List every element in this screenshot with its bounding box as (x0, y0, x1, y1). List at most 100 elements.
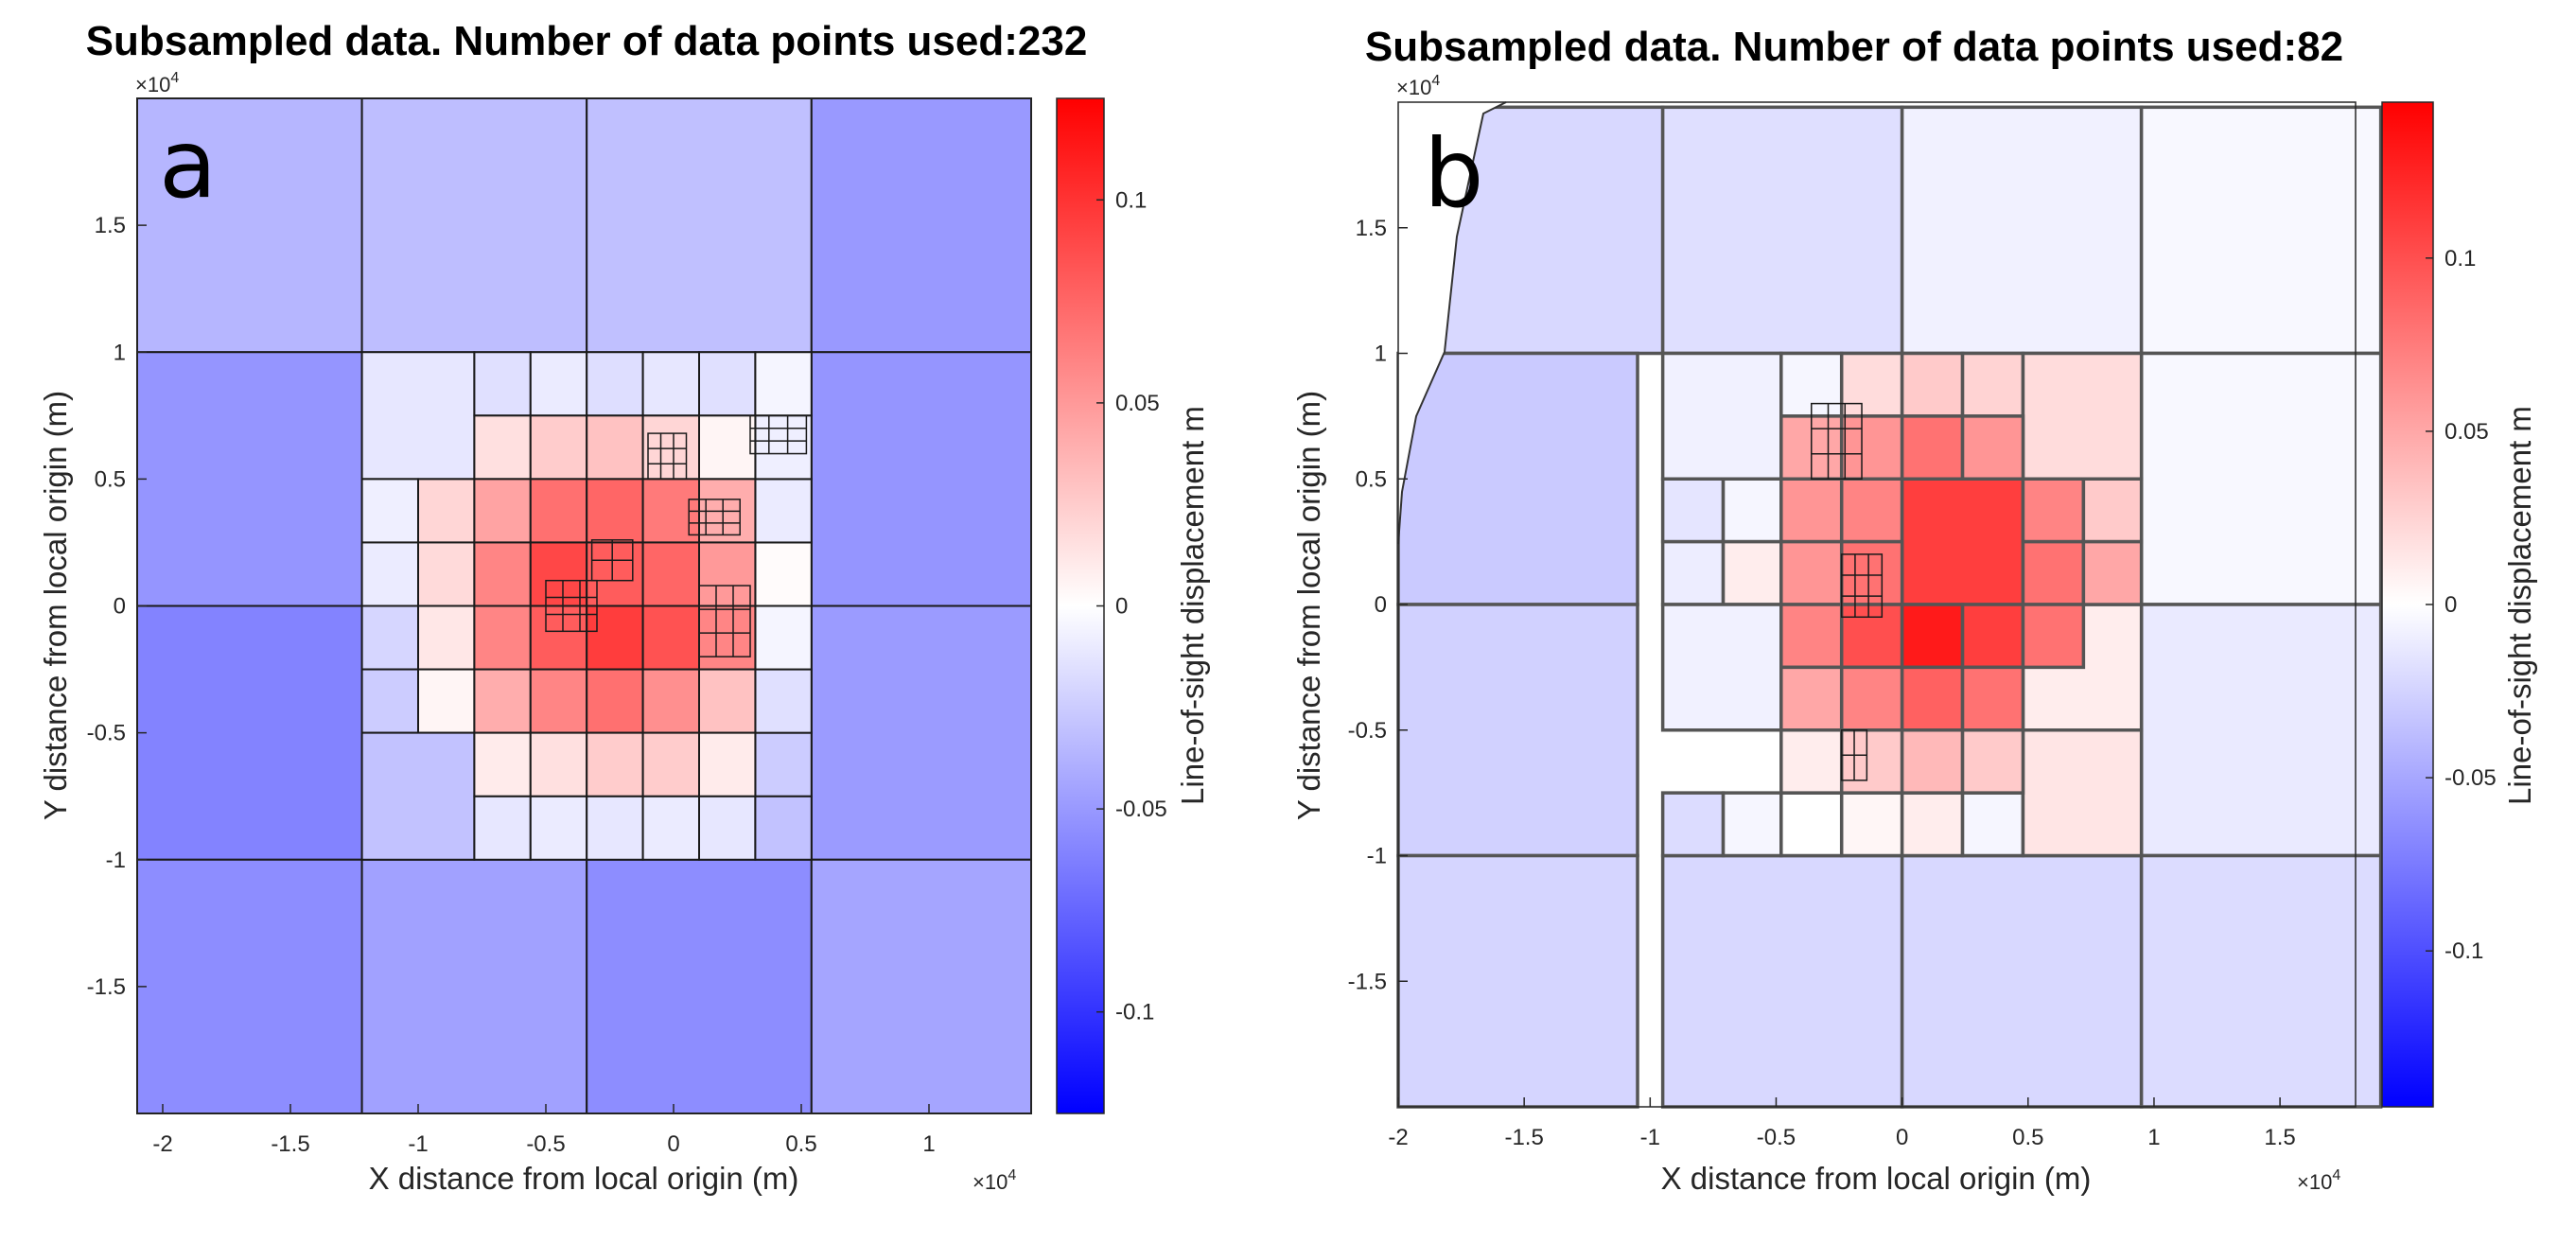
heatmap-cell (360, 351, 476, 481)
heatmap-cell (586, 604, 644, 671)
heatmap-cell (529, 414, 588, 481)
panel-b-fine-grid (1811, 402, 1884, 781)
heatmap-cell (473, 731, 532, 797)
panel-b-heatmap-cells (1396, 105, 2383, 1109)
heatmap-cell (1660, 351, 1783, 481)
heatmap-cell (2139, 351, 2383, 606)
heatmap-cell (2139, 603, 2383, 858)
colorbar-tick-label: -0.05 (2445, 765, 2497, 791)
heatmap-cell (641, 351, 700, 417)
x-tick-label: -0.5 (526, 1131, 565, 1157)
heatmap-cell (698, 795, 757, 861)
panel-b-x-label: X distance from local origin (m) (1661, 1161, 2092, 1196)
y-tick-label: -1 (106, 848, 126, 873)
heatmap-cell (1839, 728, 1904, 795)
heatmap-cell (529, 351, 588, 417)
panel-b-x-ticks: -2 -1.5 -1 -0.5 0 0.5 1 1.5 (1388, 1097, 2296, 1150)
heatmap-cell (586, 795, 644, 861)
panel-a-letter: a (159, 109, 217, 219)
heatmap-cell (1960, 665, 2025, 732)
y-tick-label: -1.5 (87, 974, 126, 1000)
colorbar-tick-label: -0.1 (2445, 938, 2483, 964)
heatmap-cell (136, 604, 363, 861)
heatmap-cell (1839, 603, 1904, 670)
fine-grid-box (688, 499, 741, 536)
x-tick-label: -2 (152, 1131, 172, 1157)
panel-b: Subsampled data. Number of data points u… (1291, 24, 2537, 1196)
heatmap-cell (417, 604, 476, 671)
heatmap-cell (2081, 477, 2144, 544)
panel-b-letter: b (1424, 118, 1483, 229)
fine-grid-box (749, 414, 808, 455)
heatmap-cell (698, 351, 757, 417)
y-tick-label: -1.5 (1348, 969, 1387, 994)
heatmap-cell (1900, 414, 1965, 481)
heatmap-cell (1839, 414, 1904, 481)
heatmap-cell (1721, 539, 1783, 606)
y-tick-label: -0.5 (87, 721, 126, 746)
heatmap-cell (1396, 853, 1639, 1109)
heatmap-cell (360, 858, 588, 1114)
heatmap-cell (2021, 728, 2144, 858)
heatmap-cell (1779, 665, 1844, 732)
x-tick-label: 1 (922, 1131, 935, 1157)
heatmap-cell (698, 668, 757, 734)
heatmap-cell (1721, 791, 1783, 858)
heatmap-cell (810, 858, 1032, 1114)
fine-grid-box (1840, 729, 1868, 781)
panel-b-edge-upper (1444, 101, 1507, 353)
heatmap-cell (1839, 539, 1904, 606)
heatmap-cell (2021, 603, 2086, 670)
heatmap-cell (529, 668, 588, 734)
heatmap-cell (586, 668, 644, 734)
y-tick-label: 1 (1375, 342, 1387, 367)
panel-a-title: Subsampled data. Number of data points u… (86, 18, 1088, 64)
heatmap-cell (2081, 539, 2144, 606)
heatmap-cell (473, 478, 532, 544)
colorbar-tick-label: -0.05 (1115, 797, 1167, 822)
heatmap-cell (1779, 477, 1844, 544)
y-tick-label: -0.5 (1348, 718, 1387, 744)
heatmap-cell (473, 351, 532, 417)
fine-grid-box (1811, 402, 1863, 481)
colorbar-tick-label: -0.1 (1115, 1000, 1154, 1025)
panel-a-colorbar-label: Line-of-sight displacement m (1175, 406, 1210, 805)
heatmap-cell (1660, 105, 1904, 356)
fine-grid-box (647, 432, 688, 481)
x-tick-label: -1 (408, 1131, 428, 1157)
heatmap-cell (754, 604, 813, 671)
heatmap-cell (1900, 853, 2144, 1109)
heatmap-cell (586, 541, 644, 607)
colorbar-tick-label: 0.1 (1115, 187, 1147, 213)
y-tick-label: 0 (1375, 592, 1387, 618)
heatmap-cell (810, 97, 1032, 354)
y-tick-label: 1.5 (95, 213, 126, 238)
heatmap-cell (698, 604, 757, 671)
heatmap-cell (754, 414, 813, 481)
panel-a-colorbar-ticks: 0.1 0.05 0 -0.05 -0.1 (1096, 187, 1167, 1025)
heatmap-cell (810, 604, 1032, 861)
x-tick-label: 0 (667, 1131, 679, 1157)
panel-a-colorbar (1056, 97, 1105, 1114)
x-tick-label: 0 (1896, 1125, 1908, 1150)
panel-b-x-multiplier: ×104 (2297, 1167, 2340, 1194)
heatmap-cell (754, 731, 813, 797)
fine-grid-box (698, 585, 751, 657)
panel-a-x-multiplier: ×104 (973, 1167, 1016, 1194)
heatmap-cell (641, 604, 700, 671)
panel-a: Subsampled data. Number of data points u… (38, 18, 1210, 1196)
fine-grid-box (545, 579, 598, 633)
heatmap-cell (136, 351, 363, 607)
colorbar-tick-label: 0 (2445, 592, 2457, 618)
heatmap-cell (754, 668, 813, 734)
heatmap-cell (586, 414, 644, 481)
x-tick-label: 1 (2147, 1125, 2160, 1150)
heatmap-cell (473, 414, 532, 481)
heatmap-cell (2021, 477, 2086, 544)
heatmap-cell (1960, 728, 2025, 795)
heatmap-cell (360, 604, 420, 671)
colorbar-tick-label: 0 (1115, 594, 1128, 620)
heatmap-cell (698, 541, 757, 607)
heatmap-cell (1900, 665, 1965, 732)
